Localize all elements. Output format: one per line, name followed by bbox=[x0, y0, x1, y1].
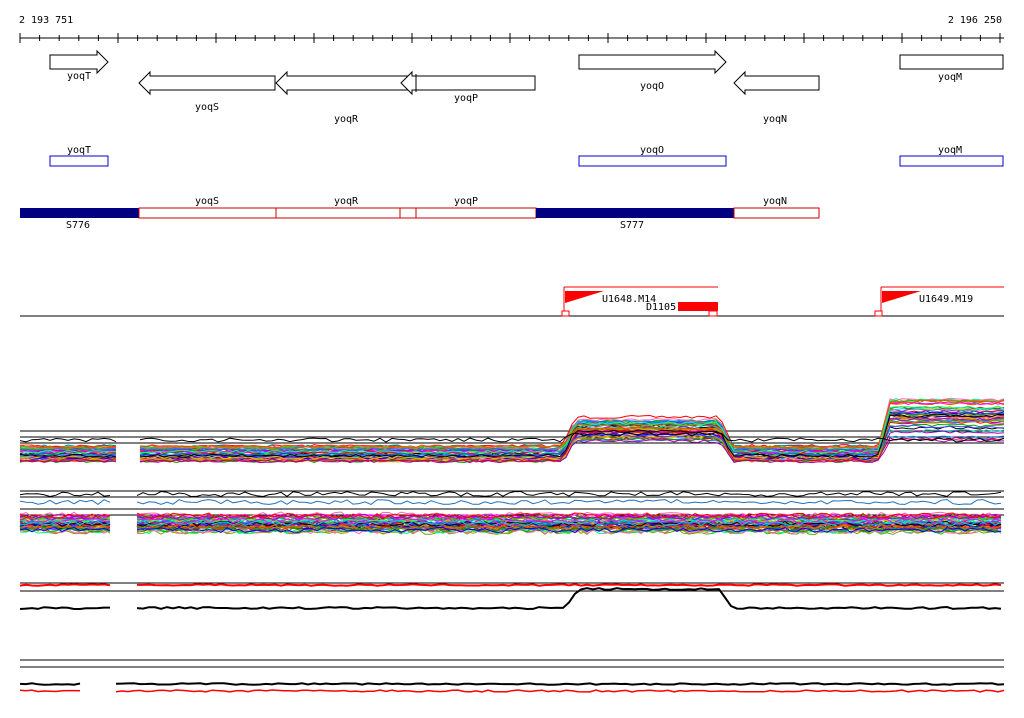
profile-trace bbox=[139, 431, 1005, 443]
profile-trace bbox=[19, 437, 117, 443]
blue-box-yoqT[interactable] bbox=[49, 155, 109, 167]
red-box-yoqR[interactable] bbox=[275, 207, 401, 219]
profile-trace bbox=[19, 606, 110, 610]
gene-arrow-yoqN[interactable] bbox=[733, 70, 820, 96]
feature-label-U1649: U1649.M19 bbox=[919, 294, 973, 305]
red-label-yoqS: yoqS bbox=[195, 196, 219, 207]
profile-trace bbox=[19, 526, 111, 533]
feature-track: U1648.M14 D1105 U1649.M19 bbox=[20, 286, 1004, 317]
red-label-yoqR: yoqR bbox=[334, 196, 359, 207]
profile-trace bbox=[115, 689, 1005, 693]
profile-trace bbox=[136, 587, 1002, 611]
gene-label-yoqP: yoqP bbox=[454, 93, 478, 104]
profile-trace bbox=[19, 499, 111, 506]
expression-profile-panel-2 bbox=[19, 490, 1004, 536]
profile-trace bbox=[136, 520, 1002, 527]
gene-label-yoqT: yoqT bbox=[67, 71, 91, 82]
feature-label-U1648: U1648.M14 bbox=[602, 294, 656, 305]
red-box-yoqN[interactable] bbox=[733, 207, 820, 219]
segment-S776[interactable] bbox=[20, 208, 139, 218]
profile-trace bbox=[139, 415, 1005, 462]
profile-trace bbox=[139, 424, 1005, 457]
feature-D1105[interactable] bbox=[678, 302, 718, 311]
segment-S777[interactable] bbox=[536, 208, 734, 218]
coordinate-ruler: 2 193 751 2 196 250 bbox=[19, 15, 1004, 43]
gene-label-yoqS: yoqS bbox=[195, 102, 219, 113]
profile-trace bbox=[19, 526, 111, 533]
ruler-end-label: 2 196 250 bbox=[948, 15, 1002, 26]
profile-trace bbox=[136, 526, 1002, 534]
blue-label-yoqO: yoqO bbox=[640, 145, 664, 156]
red-box-small[interactable] bbox=[399, 207, 417, 219]
profile-trace bbox=[19, 446, 117, 451]
profile-trace bbox=[19, 491, 111, 498]
gene-label-yoqM: yoqM bbox=[938, 72, 962, 83]
gene-label-yoqN: yoqN bbox=[763, 114, 787, 125]
blue-label-yoqT: yoqT bbox=[67, 145, 91, 156]
gene-arrow-yoqO[interactable] bbox=[578, 49, 727, 75]
profile-trace bbox=[19, 453, 117, 458]
profile-trace bbox=[19, 689, 81, 693]
segment-label-S776: S776 bbox=[66, 220, 90, 231]
profile-trace bbox=[136, 526, 1002, 533]
feature-anchor bbox=[874, 310, 883, 317]
profile-trace bbox=[139, 413, 1005, 458]
gene-arrow-yoqM[interactable] bbox=[899, 54, 1004, 70]
red-box-yoqP[interactable] bbox=[415, 207, 537, 219]
feature-anchor bbox=[708, 310, 718, 317]
profile-trace bbox=[137, 583, 1002, 587]
profile-trace bbox=[19, 444, 117, 449]
profile-trace bbox=[139, 438, 1005, 464]
profile-trace bbox=[19, 520, 111, 526]
gene-arrow-yoqT[interactable] bbox=[49, 49, 109, 75]
profile-trace bbox=[19, 449, 117, 454]
segment-track: S776 yoqS yoqR yoqP S777 yoqN bbox=[20, 196, 820, 231]
profile-trace bbox=[19, 583, 111, 587]
ruler-start-label: 2 193 751 bbox=[19, 15, 73, 26]
blue-box-yoqM[interactable] bbox=[899, 155, 1004, 167]
expression-profile-panel-1 bbox=[19, 397, 1005, 464]
expression-profile-panel-3 bbox=[19, 582, 1004, 611]
gene-arrow-yoqS[interactable] bbox=[138, 70, 276, 96]
profile-trace bbox=[136, 498, 1002, 506]
profile-trace bbox=[19, 518, 111, 524]
gene-label-yoqR: yoqR bbox=[334, 114, 359, 125]
profile-trace bbox=[19, 523, 111, 530]
blue-label-yoqM: yoqM bbox=[938, 145, 962, 156]
profile-trace bbox=[19, 520, 111, 527]
profile-trace bbox=[136, 520, 1002, 527]
profile-trace bbox=[19, 682, 81, 686]
gene-arrow-yoqP[interactable] bbox=[400, 70, 536, 96]
blue-box-yoqO[interactable] bbox=[578, 155, 727, 167]
segment-label-S777: S777 bbox=[620, 220, 644, 231]
blue-annotation-track: yoqT yoqO yoqM bbox=[49, 145, 1004, 167]
profile-trace bbox=[19, 458, 117, 463]
gene-arrow-track: yoqT yoqS yoqR yoqP yoqO yoqN yoqM bbox=[49, 49, 1004, 125]
profile-trace bbox=[139, 405, 1005, 454]
gene-arrow-yoqR[interactable] bbox=[275, 70, 416, 96]
profile-trace bbox=[136, 490, 1002, 498]
profile-trace bbox=[115, 682, 1005, 686]
red-label-yoqP: yoqP bbox=[454, 196, 478, 207]
flag-icon bbox=[565, 291, 604, 303]
profile-trace bbox=[19, 513, 111, 519]
profile-trace bbox=[136, 514, 1002, 521]
profile-trace bbox=[139, 399, 1005, 449]
feature-label-D1105: D1105 bbox=[646, 302, 676, 313]
profile-trace bbox=[136, 517, 1002, 525]
red-box-yoqS[interactable] bbox=[138, 207, 277, 219]
red-label-yoqN: yoqN bbox=[763, 196, 787, 207]
expression-profile-panel-4 bbox=[19, 659, 1005, 693]
gene-label-yoqO: yoqO bbox=[640, 81, 664, 92]
flag-icon bbox=[882, 291, 921, 303]
profile-trace bbox=[136, 512, 1002, 519]
feature-anchor bbox=[561, 310, 570, 317]
profile-trace bbox=[19, 449, 117, 454]
profile-trace bbox=[139, 419, 1005, 450]
profile-trace bbox=[19, 455, 117, 459]
ruler-ticks bbox=[19, 33, 1001, 43]
